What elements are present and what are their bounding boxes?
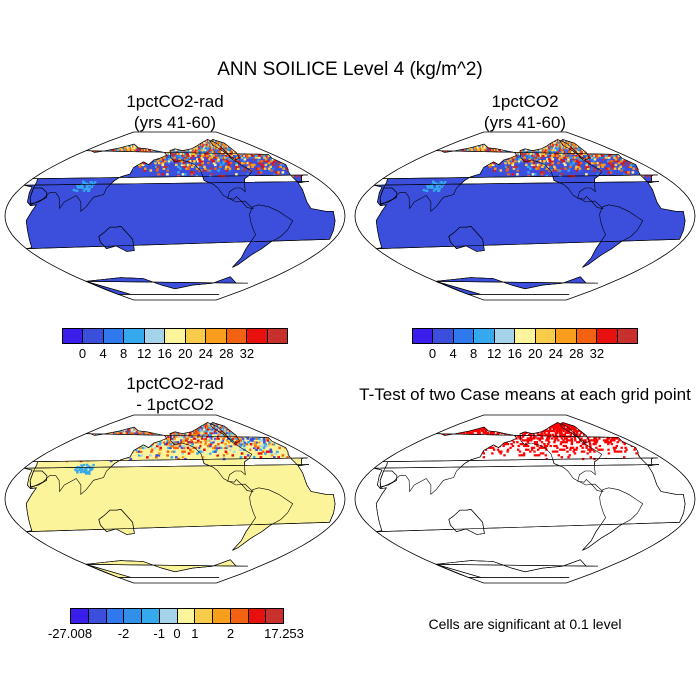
colorbar-1pctco2-tick-label: 0 [428, 346, 437, 361]
continent-africa [373, 464, 686, 532]
colorbar-1pctco2-tick-label: 20 [528, 346, 543, 361]
colorbar-1pctco2-swatch [453, 329, 475, 343]
colorbar-1pctco2-rad-tick-label: 16 [157, 346, 172, 361]
colorbar-1pctco2-tick-label: 16 [507, 346, 522, 361]
colorbar-1pctco2-rad-swatch [165, 329, 186, 343]
colorbar-difference-swatch [266, 609, 283, 623]
colorbar-1pctco2-rad-swatch [206, 329, 227, 343]
colorbar-1pctco2-rad-swatch [124, 329, 145, 343]
colorbar-difference-swatch [142, 609, 160, 623]
colorbar-1pctco2-tick-label: 32 [589, 346, 605, 361]
colorbar-1pctco2-tick-label: 8 [470, 346, 478, 361]
continent-africa [23, 464, 336, 532]
colorbar-difference-swatch [124, 609, 142, 623]
colorbar-1pctco2-rad-swatch [185, 329, 207, 343]
map-ttest [354, 414, 696, 584]
colorbar-1pctco2-swatch [474, 329, 495, 343]
continent-africa [23, 181, 336, 249]
colorbar-1pctco2-tick-label: 28 [569, 346, 584, 361]
colorbar-1pctco2-rad-swatch [226, 329, 248, 343]
colorbar-1pctco2-swatch [433, 329, 454, 343]
map-1pctco2-rad [4, 131, 346, 301]
panel-title-ttest: T-Test of two Case means at each grid po… [359, 385, 691, 404]
colorbar-1pctco2-rad-swatch [103, 329, 125, 343]
colorbar-1pctco2-swatch [413, 329, 434, 343]
colorbar-1pctco2-tick-label: 4 [449, 346, 457, 361]
panel-title-line2: (yrs 41-60) [483, 113, 567, 132]
colorbar-1pctco2-swatch [556, 329, 577, 343]
figure-title: ANN SOILICE Level 4 (kg/m^2) [217, 59, 483, 80]
colorbar-1pctco2-rad-swatch [83, 329, 104, 343]
colorbar-difference-tick-label: -1 [153, 626, 165, 641]
colorbar-1pctco2-swatch [576, 329, 598, 343]
colorbar-1pctco2-swatch [494, 329, 516, 343]
colorbar-difference-swatch [213, 609, 231, 623]
panel-title-1pctco2-rad: 1pctCO2-rad (yrs 41-60) [25, 91, 325, 133]
panel-title-line2: (yrs 41-60) [133, 113, 217, 132]
colorbar-1pctco2-rad-tick-label: 20 [178, 346, 193, 361]
colorbar-difference-tick-label: 2 [226, 626, 235, 641]
map-difference [4, 414, 346, 584]
colorbar-1pctco2-swatch [535, 329, 557, 343]
colorbar-1pctco2-rad-tick-label: 8 [120, 346, 128, 361]
panel-title-1pctco2: 1pctCO2 (yrs 41-60) [375, 91, 675, 133]
colorbar-1pctco2-rad-swatch [63, 329, 84, 343]
colorbar-1pctco2-rad-tick-label: 28 [219, 346, 234, 361]
colorbar-difference-tick-label: 1 [191, 626, 199, 641]
colorbar-difference-tick-label: -2 [117, 626, 130, 641]
colorbar-1pctco2-swatch [515, 329, 536, 343]
colorbar-1pctco2-rad [62, 328, 288, 344]
colorbar-1pctco2-rad-tick-label: 24 [198, 346, 214, 361]
colorbar-difference-tick-label: 0 [173, 626, 181, 641]
colorbar-1pctco2-swatch [597, 329, 618, 343]
panel-title-line1: 1pctCO2-rad [126, 374, 224, 393]
colorbar-difference-swatch [106, 609, 125, 623]
continent-africa [373, 181, 686, 249]
panel-title-line1: 1pctCO2-rad [126, 92, 224, 111]
colorbar-1pctco2-rad-swatch [267, 329, 287, 343]
map-1pctco2 [354, 131, 696, 301]
colorbar-1pctco2-swatch [617, 329, 637, 343]
colorbar-difference-swatch [195, 609, 213, 623]
colorbar-1pctco2 [412, 328, 638, 344]
significance-note: Cells are significant at 0.1 level [428, 616, 622, 632]
colorbar-1pctco2-rad-tick-label: 32 [239, 346, 255, 361]
colorbar-1pctco2-rad-swatch [247, 329, 268, 343]
colorbar-1pctco2-tick-label: 24 [548, 346, 564, 361]
colorbar-1pctco2-rad-tick-label: 4 [99, 346, 107, 361]
colorbar-difference-swatch [88, 609, 107, 623]
colorbar-difference-swatch [177, 609, 196, 623]
panel-title-line1: 1pctCO2 [491, 92, 559, 111]
colorbar-difference-swatch [71, 609, 89, 623]
colorbar-difference [70, 608, 284, 624]
panel-title-difference: 1pctCO2-rad - 1pctCO2 [25, 373, 325, 415]
colorbar-difference-swatch [230, 609, 249, 623]
colorbar-1pctco2-rad-tick-label: 0 [78, 346, 87, 361]
colorbar-difference-tick-label: -27.008 [47, 626, 93, 641]
colorbar-difference-swatch [248, 609, 267, 623]
colorbar-difference-tick-label: 17.253 [264, 626, 304, 641]
panel-title-line2: - 1pctCO2 [136, 395, 214, 414]
colorbar-1pctco2-tick-label: 12 [486, 346, 502, 361]
colorbar-difference-swatch [159, 609, 178, 623]
colorbar-1pctco2-rad-swatch [144, 329, 166, 343]
colorbar-1pctco2-rad-tick-label: 12 [136, 346, 152, 361]
